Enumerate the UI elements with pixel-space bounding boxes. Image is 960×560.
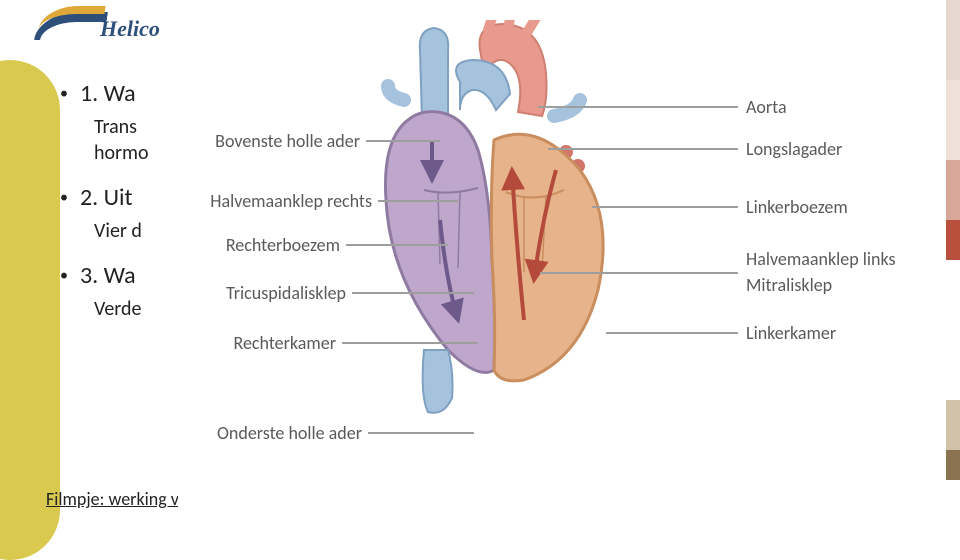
bullet-dot: •	[60, 80, 80, 108]
helicon-logo: Helico	[36, 6, 176, 56]
leader-line	[378, 200, 458, 202]
leader-line	[368, 432, 474, 434]
heart-illustration	[328, 20, 648, 420]
strip-segment	[946, 400, 960, 450]
diagram-label: Halvemaanklep links	[746, 248, 896, 270]
leader-line	[366, 140, 440, 142]
logo-text: Helico	[100, 16, 160, 42]
diagram-label: Halvemaanklep rechts	[210, 190, 372, 212]
aorta-branch	[488, 20, 494, 30]
logo-swoosh-gold	[38, 6, 105, 30]
diagram-label: Linkerkamer	[746, 322, 836, 344]
strip-segment	[946, 480, 960, 540]
bullet-dot: •	[60, 262, 80, 290]
diagram-label: Bovenste holle ader	[215, 130, 360, 152]
leader-line	[606, 332, 738, 334]
bullet-question: 2. Uit	[80, 184, 133, 212]
diagram-label: Mitralisklep	[746, 274, 832, 296]
aorta-branch	[508, 20, 512, 28]
aorta-branch	[526, 20, 536, 34]
diagram-label: Onderste holle ader	[217, 422, 362, 444]
inferior-vena-cava	[423, 350, 453, 413]
leader-line	[538, 106, 738, 108]
bullet-question: 3. Wa	[80, 262, 136, 290]
strip-segment	[946, 220, 960, 260]
heart-diagram: Bovenste holle ader Halvemaanklep rechts R…	[178, 0, 960, 510]
leader-line	[342, 342, 478, 344]
pulmonary-artery	[456, 60, 510, 110]
leader-line	[540, 272, 738, 274]
leader-line	[346, 244, 448, 246]
pulmonary-branch-left	[388, 86, 404, 100]
left-chambers	[491, 134, 603, 381]
diagram-label: Rechterboezem	[226, 234, 340, 256]
strip-segment	[946, 160, 960, 220]
diagram-label: Tricuspidalisklep	[226, 282, 346, 304]
side-thumbnail-strip	[946, 0, 960, 540]
yellow-background-shape	[0, 60, 60, 560]
diagram-label: Longslagader	[746, 138, 842, 160]
strip-segment	[946, 260, 960, 400]
diagram-label: Aorta	[746, 96, 787, 118]
diagram-label: Linkerboezem	[746, 196, 848, 218]
bullet-question: 1. Wa	[80, 80, 136, 108]
strip-segment	[946, 0, 960, 80]
leader-line	[592, 206, 738, 208]
strip-segment	[946, 80, 960, 160]
strip-segment	[946, 450, 960, 480]
diagram-label: Rechterkamer	[234, 332, 337, 354]
leader-line	[352, 292, 474, 294]
bullet-dot: •	[60, 184, 80, 212]
leader-line	[548, 148, 738, 150]
pulmonary-branch-right	[554, 100, 580, 116]
